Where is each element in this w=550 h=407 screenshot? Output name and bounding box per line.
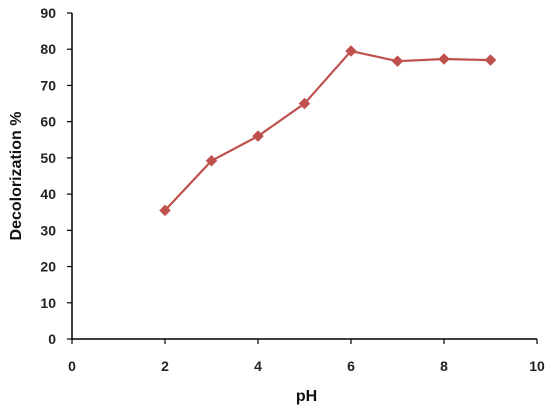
data-point-marker (159, 204, 171, 217)
data-point-marker (345, 45, 357, 57)
x-tick-label: 0 (68, 358, 76, 374)
data-point-marker (205, 154, 218, 167)
y-tick-label: 10 (40, 295, 56, 311)
y-tick-label: 90 (40, 5, 56, 21)
y-tick-label: 50 (40, 150, 56, 166)
data-point-marker (484, 54, 497, 66)
x-tick-label: 2 (161, 358, 169, 374)
x-tick-label: 6 (347, 358, 355, 374)
y-tick-label: 70 (40, 77, 56, 93)
y-tick-label: 40 (40, 186, 56, 202)
x-tick-label: 8 (440, 358, 448, 374)
y-axis-ticks: 0 10 20 30 40 50 60 70 80 90 (40, 5, 72, 347)
x-axis-title: pH (296, 388, 317, 405)
x-tick-label: 10 (529, 358, 545, 374)
data-point-marker (438, 53, 450, 65)
series-layer (159, 45, 497, 217)
y-axis-title: Decolorization % (8, 112, 25, 241)
series-line (164, 49, 491, 212)
data-point-marker (252, 130, 264, 143)
y-tick-label: 30 (40, 222, 56, 238)
x-axis-ticks: 0 2 4 6 8 10 (68, 339, 545, 374)
y-tick-label: 80 (40, 41, 56, 57)
y-tick-label: 0 (48, 331, 56, 347)
data-point-marker (391, 55, 404, 68)
y-tick-label: 20 (40, 259, 56, 275)
x-tick-label: 4 (254, 358, 262, 374)
data-point-marker (298, 97, 311, 110)
y-tick-label: 60 (40, 114, 56, 130)
